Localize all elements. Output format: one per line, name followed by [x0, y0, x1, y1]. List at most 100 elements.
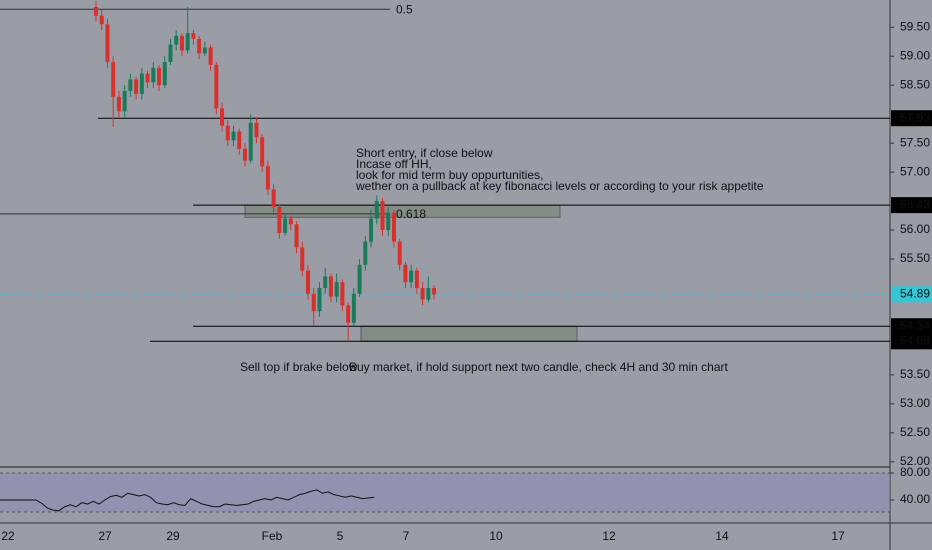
candle-body — [105, 24, 110, 63]
candle-body — [294, 224, 299, 248]
candle-body — [351, 293, 356, 323]
candle-body — [323, 276, 328, 288]
candle-body — [99, 15, 104, 25]
candle-body — [277, 206, 282, 233]
candle-body — [306, 270, 311, 294]
candle-body — [391, 212, 396, 242]
candle-body — [151, 67, 156, 83]
x-tick-label: 14 — [715, 529, 729, 543]
x-tick-label: 17 — [831, 529, 845, 543]
candle-body — [116, 96, 121, 112]
x-tick-label: Feb — [262, 529, 283, 543]
x-tick-label: 10 — [489, 529, 503, 543]
y-tick-label: 59.50 — [900, 19, 930, 33]
candle-body — [386, 212, 391, 231]
candle-body — [128, 79, 133, 91]
candle-body — [283, 218, 288, 233]
last-price-label: 54.89 — [900, 287, 930, 301]
level-label: 57.93 — [900, 110, 930, 124]
y-tick-label: 59.00 — [900, 48, 930, 62]
last-price-tag — [891, 286, 932, 303]
candle-body — [409, 270, 414, 283]
candle-body — [94, 6, 98, 16]
candle-body — [254, 122, 259, 138]
candle-body — [380, 201, 385, 231]
candle-body — [225, 125, 230, 141]
candle-body — [300, 247, 305, 271]
candle-body — [122, 90, 127, 112]
note-line: Short entry, if close below — [356, 146, 493, 160]
candle-body — [420, 287, 425, 300]
x-tick-label: 5 — [337, 529, 344, 543]
annotation: Sell top if brake below — [240, 360, 358, 374]
candle-body — [162, 62, 167, 86]
candle-body — [265, 166, 270, 190]
zone — [360, 325, 578, 342]
y-tick-label: 52.50 — [900, 425, 930, 439]
candle-body — [397, 241, 402, 265]
candle-body — [197, 38, 202, 54]
candle-body — [340, 282, 345, 306]
candle-body — [202, 47, 207, 54]
candle-body — [214, 64, 219, 109]
candle-body — [157, 67, 162, 86]
candle-body — [374, 201, 379, 219]
oscillator-line — [0, 489, 375, 512]
level-label: 54.08 — [900, 333, 930, 347]
candle-body — [311, 293, 316, 312]
candle-body — [231, 131, 236, 141]
y-tick-label: 58.50 — [900, 77, 930, 91]
candle-body — [328, 276, 333, 297]
candle-body — [369, 218, 374, 242]
candle-body — [220, 108, 225, 126]
fib-label: 0.5 — [396, 2, 413, 16]
candle-body — [288, 218, 293, 225]
candle-body — [242, 148, 247, 161]
level-tag — [891, 333, 932, 350]
y-tick-label: 52.00 — [900, 454, 930, 468]
candle-body — [260, 137, 265, 167]
y-tick-label: 53.50 — [900, 367, 930, 381]
level-tag — [891, 197, 932, 214]
candle-body — [432, 287, 437, 295]
y-tick-label: 57.00 — [900, 164, 930, 178]
candle-body — [271, 189, 276, 207]
candle-body — [179, 35, 184, 51]
x-tick-label: 29 — [166, 529, 180, 543]
note-line: Incase off HH, — [356, 157, 432, 171]
y-tick-label: 56.00 — [900, 222, 930, 236]
osc-tick-label: 40.00 — [900, 492, 930, 506]
y-tick-label: 57.50 — [900, 135, 930, 149]
candle-body — [357, 264, 362, 294]
candle-body — [111, 62, 116, 97]
candle-body — [185, 33, 190, 51]
osc-tick-label: 80.00 — [900, 465, 930, 479]
x-tick-label: 27 — [98, 529, 112, 543]
x-tick-label: 22 — [1, 529, 15, 543]
candle-body — [191, 33, 196, 39]
x-tick-label: 12 — [602, 529, 616, 543]
level-tag — [891, 110, 932, 127]
candle-body — [403, 264, 408, 283]
level-tag — [891, 318, 932, 335]
level-label: 54.34 — [900, 318, 930, 332]
note-line: look for mid term buy oppurtunities, — [356, 168, 543, 182]
fib-label: 0.618 — [396, 207, 426, 221]
candle-body — [168, 44, 173, 63]
candle-body — [334, 282, 339, 297]
candle-body — [248, 122, 253, 161]
note-line: wether on a pullback at key fibonacci le… — [355, 179, 764, 193]
candle-body — [134, 79, 139, 94]
y-tick-label: 53.00 — [900, 396, 930, 410]
candle-body — [317, 287, 322, 312]
candle-body — [145, 73, 150, 83]
candle-body — [174, 35, 179, 45]
y-tick-label: 55.50 — [900, 251, 930, 265]
level-label: 56.43 — [900, 197, 930, 211]
candle-body — [346, 305, 351, 323]
x-tick-label: 7 — [403, 529, 410, 543]
candle-body — [414, 270, 419, 288]
